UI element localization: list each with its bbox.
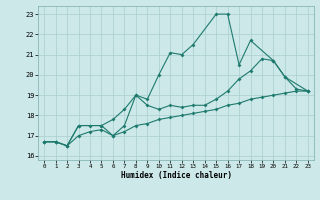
X-axis label: Humidex (Indice chaleur): Humidex (Indice chaleur) <box>121 171 231 180</box>
